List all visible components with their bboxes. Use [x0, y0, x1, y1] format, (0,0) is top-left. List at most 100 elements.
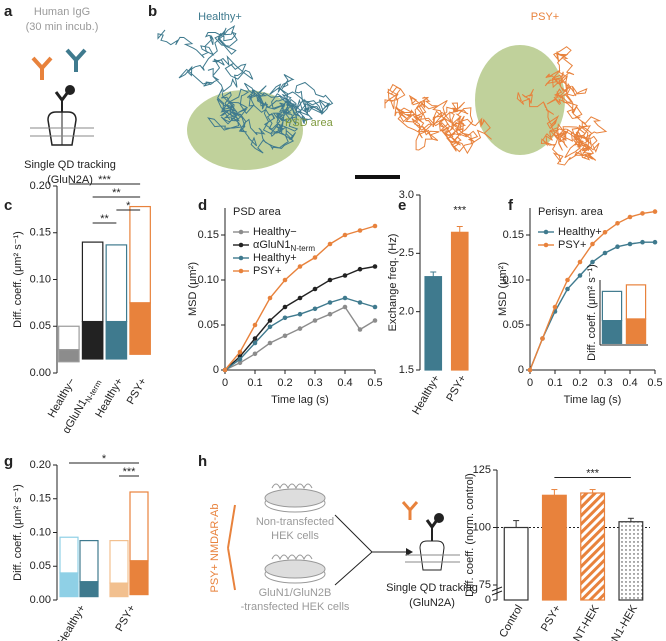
- bar: [503, 526, 529, 601]
- y-tick-label: 0.15: [503, 229, 524, 241]
- point: [297, 326, 303, 331]
- category-name: Healthy+: [410, 373, 442, 417]
- point: [267, 295, 273, 301]
- point: [342, 273, 348, 278]
- x-tick-label: 0.3: [597, 377, 612, 389]
- y-axis-label: Diff. coeff. (norm. control): [464, 473, 476, 597]
- y-tick-label: 3.0: [399, 189, 414, 201]
- point: [267, 318, 273, 323]
- legend-marker: [238, 242, 244, 248]
- panel-h-diagram: PSY+ NMDAR-Ab Non-transfected HEK cells …: [209, 483, 478, 613]
- chart-title: Perisyn. area: [538, 206, 604, 218]
- point: [312, 318, 318, 323]
- panel-label: h: [198, 453, 207, 470]
- significance-label: ***: [453, 204, 467, 216]
- point: [312, 306, 318, 312]
- point: [602, 230, 608, 235]
- label: Non-transfected: [256, 516, 334, 528]
- label: PSY+ NMDAR-Ab: [209, 504, 221, 593]
- psd-area: [187, 90, 303, 170]
- legend-name: Healthy+: [558, 226, 602, 238]
- y-axis-label: MSD (μm²): [497, 262, 509, 316]
- point: [615, 221, 620, 226]
- point: [577, 273, 583, 278]
- y-axis-label: Diff. coeff. (μm² s⁻¹): [12, 231, 24, 328]
- legend-marker: [543, 229, 549, 235]
- legend-marker: [543, 242, 549, 248]
- point: [222, 367, 228, 373]
- point: [237, 349, 243, 355]
- point: [372, 304, 378, 310]
- x-tick-label: 0.1: [547, 377, 562, 389]
- significance-label: ***: [123, 466, 137, 478]
- point: [282, 277, 288, 283]
- legend-label: Healthy−: [253, 226, 297, 238]
- significance-label: *: [102, 453, 107, 465]
- y-tick-label: 0.05: [503, 319, 524, 331]
- point: [565, 277, 570, 283]
- x-tick-label: 0.2: [277, 377, 292, 389]
- point: [357, 300, 363, 305]
- significance-label: ***: [586, 467, 600, 479]
- y-tick-label: 0: [213, 364, 219, 376]
- point: [297, 264, 303, 269]
- point: [327, 300, 333, 305]
- y-tick-label: 0.10: [503, 274, 524, 286]
- category-name: PSY+: [444, 373, 469, 404]
- point: [252, 340, 258, 346]
- panel-label: d: [198, 197, 207, 214]
- point: [282, 333, 288, 339]
- box-lower: [105, 320, 128, 360]
- label: Human IgG: [34, 6, 90, 18]
- point: [252, 322, 258, 328]
- y-tick-label: 0: [485, 594, 491, 606]
- x-tick-label: 0.4: [337, 377, 352, 389]
- significance-label: ***: [98, 174, 112, 186]
- box-lower: [59, 572, 79, 598]
- bar: [618, 521, 644, 601]
- point: [312, 255, 318, 260]
- antibody-icon: [401, 501, 419, 520]
- point: [297, 311, 303, 317]
- point: [627, 241, 633, 247]
- legend-subscript: N-term: [291, 244, 316, 253]
- legend-name: PSY+: [253, 265, 281, 277]
- legend-name: Healthy+: [253, 252, 297, 264]
- legend-label: αGluN1N-term: [253, 239, 315, 253]
- box-lower: [58, 349, 80, 363]
- y-tick-label: 0.10: [198, 274, 219, 286]
- category-name: Control: [497, 603, 525, 640]
- antibody-icon: [65, 48, 87, 72]
- x-tick-label: 0: [527, 377, 533, 389]
- point: [627, 214, 633, 220]
- dish-icon: [264, 483, 326, 513]
- series-line: [224, 297, 376, 371]
- legend-name: Healthy−: [253, 226, 297, 238]
- bar: [541, 494, 567, 601]
- panel-label: c: [4, 197, 12, 214]
- receptor-icon: [405, 513, 460, 571]
- bar: [450, 231, 469, 371]
- caption: (GluN2A): [47, 174, 93, 186]
- legend-marker: [238, 255, 244, 261]
- x-tick-label: 0.1: [247, 377, 262, 389]
- x-tick-label: Control: [497, 603, 525, 640]
- legend-label: Healthy+: [558, 226, 602, 238]
- point: [590, 259, 595, 265]
- x-tick-label: PSY+: [125, 376, 150, 407]
- bar: [424, 276, 443, 371]
- panel-b: PSY+: [157, 11, 608, 179]
- point: [237, 356, 243, 362]
- point: [372, 264, 378, 269]
- y-tick-label: 0.10: [30, 526, 51, 538]
- point: [357, 266, 363, 272]
- y-tick-label: 0.05: [198, 319, 219, 331]
- legend-marker: [238, 268, 244, 274]
- point: [552, 304, 558, 310]
- y-tick-label: 0.20: [30, 459, 51, 471]
- point: [640, 211, 645, 216]
- point: [267, 340, 273, 346]
- y-tick-label: 0.10: [30, 273, 51, 285]
- point: [527, 367, 533, 373]
